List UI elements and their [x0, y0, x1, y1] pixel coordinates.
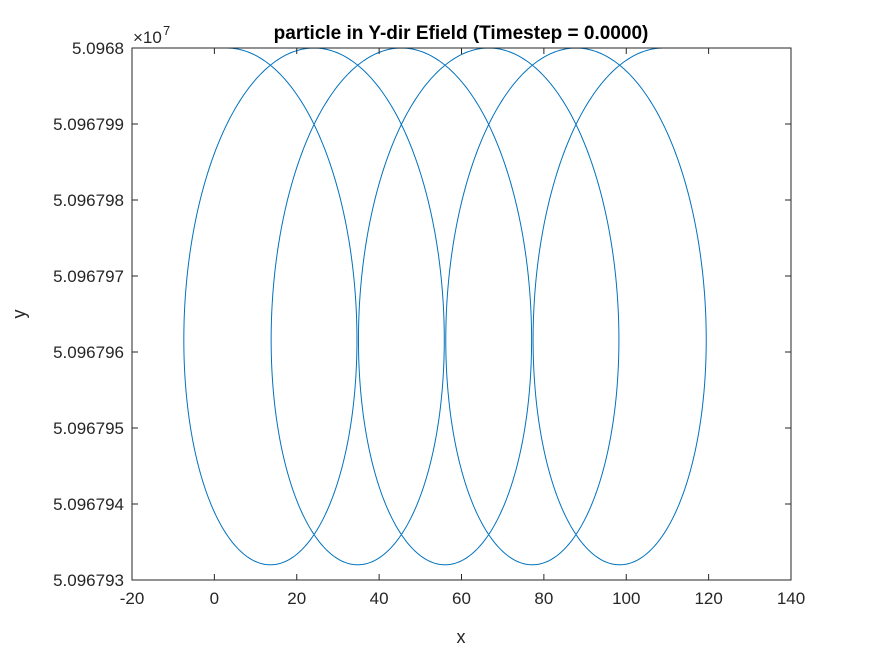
y-exponent-base: ×10: [133, 28, 162, 47]
y-tick-label: 5.096795: [53, 419, 124, 438]
x-tick-label: 80: [534, 589, 553, 608]
y-tick-label: 5.096799: [53, 115, 124, 134]
x-tick-label: 0: [210, 589, 219, 608]
x-tick-label: 100: [612, 589, 640, 608]
series-line-0: [183, 48, 707, 566]
x-tick-label: 140: [777, 589, 805, 608]
y-tick-label: 5.096797: [53, 267, 124, 286]
y-tick-label: 5.096794: [53, 495, 124, 514]
y-tick-label: 5.096798: [53, 191, 124, 210]
y-tick-label: 5.096796: [53, 343, 124, 362]
y-tick-label: 5.0968: [72, 39, 124, 58]
x-axis-title: x: [457, 627, 466, 647]
plot-area: [132, 48, 791, 580]
y-axis-title: y: [9, 310, 29, 319]
x-tick-label: 120: [694, 589, 722, 608]
y-exponent-power: 7: [163, 23, 170, 38]
x-tick-label: -20: [120, 589, 145, 608]
chart-title: particle in Y-dir Efield (Timestep = 0.0…: [274, 23, 649, 44]
x-tick-label: 60: [452, 589, 471, 608]
y-tick-label: 5.096793: [53, 571, 124, 590]
x-tick-label: 20: [287, 589, 306, 608]
x-tick-label: 40: [370, 589, 389, 608]
